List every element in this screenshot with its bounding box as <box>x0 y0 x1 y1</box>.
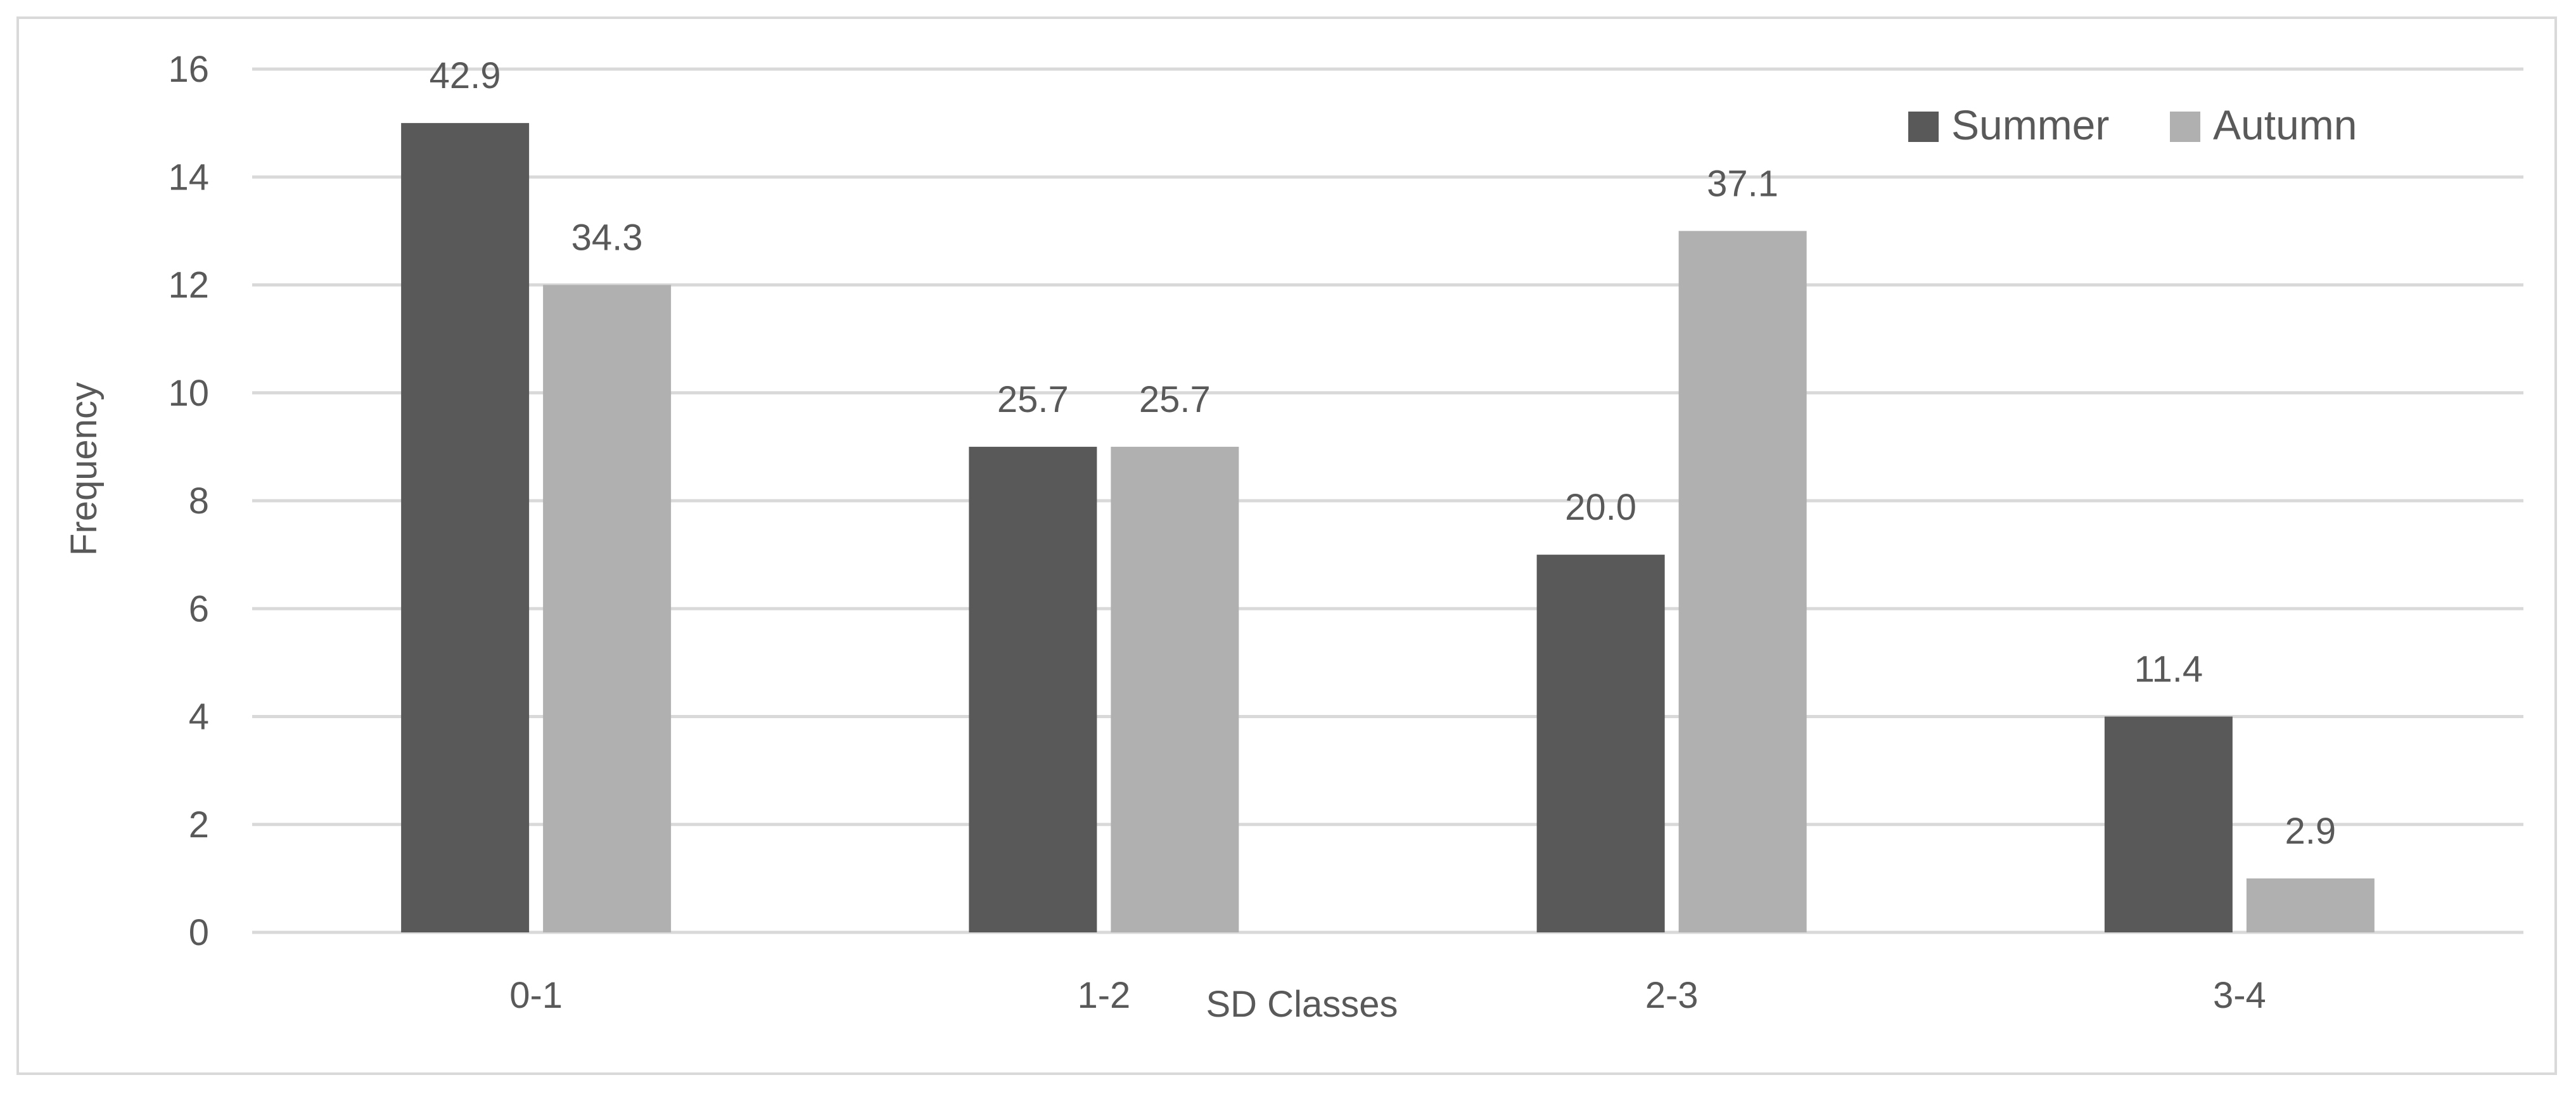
bar-autumn-0-1 <box>543 285 672 932</box>
y-tick-label: 2 <box>189 804 209 846</box>
data-label-autumn-2-3: 37.1 <box>1707 163 1778 204</box>
data-label-summer-2-3: 20.0 <box>1565 487 1636 528</box>
bars <box>401 123 2375 932</box>
x-tick-label-2-3: 2-3 <box>1645 975 1699 1016</box>
bar-summer-0-1 <box>401 123 530 932</box>
y-tick-label: 8 <box>189 480 209 522</box>
x-axis-categories: 0-1 1-2 2-3 3-4 <box>509 975 2266 1016</box>
y-axis-title: Frequency <box>63 382 105 556</box>
x-tick-label-1-2: 1-2 <box>1077 975 1130 1016</box>
data-label-summer-0-1: 42.9 <box>430 55 501 96</box>
y-tick-label: 16 <box>168 49 209 90</box>
y-tick-label: 10 <box>168 373 209 414</box>
x-tick-label-3-4: 3-4 <box>2213 975 2266 1016</box>
legend-label-summer: Summer <box>1951 101 2109 148</box>
data-label-autumn-3-4: 2.9 <box>2285 811 2337 852</box>
y-tick-label: 14 <box>168 157 209 198</box>
legend-swatch-autumn <box>2170 112 2200 142</box>
y-axis-ticks: 0 2 4 6 8 10 12 14 16 <box>168 49 209 953</box>
data-label-summer-1-2: 25.7 <box>997 379 1069 420</box>
bar-autumn-2-3 <box>1678 231 1807 932</box>
bar-summer-3-4 <box>2104 716 2233 932</box>
legend-label-autumn: Autumn <box>2213 101 2357 148</box>
data-label-autumn-0-1: 34.3 <box>571 217 643 259</box>
data-label-summer-3-4: 11.4 <box>2134 649 2203 690</box>
legend-item-autumn: Autumn <box>2170 101 2357 148</box>
data-labels: 42.9 34.3 25.7 25.7 20.0 37.1 11.4 2.9 <box>430 55 2337 852</box>
bar-autumn-3-4 <box>2246 878 2375 932</box>
data-label-autumn-1-2: 25.7 <box>1139 379 1211 420</box>
legend-swatch-summer <box>1908 112 1939 142</box>
y-tick-label: 0 <box>189 912 209 953</box>
x-tick-label-0-1: 0-1 <box>509 975 563 1016</box>
legend-item-summer: Summer <box>1908 101 2109 148</box>
x-axis-title: SD Classes <box>1206 984 1398 1025</box>
legend: Summer Autumn <box>1908 101 2357 148</box>
bar-summer-2-3 <box>1536 555 1665 932</box>
y-tick-label: 6 <box>189 588 209 629</box>
y-tick-label: 4 <box>189 697 209 738</box>
bar-autumn-1-2 <box>1111 446 1239 932</box>
y-tick-label: 12 <box>168 265 209 306</box>
bar-summer-1-2 <box>969 446 1097 932</box>
